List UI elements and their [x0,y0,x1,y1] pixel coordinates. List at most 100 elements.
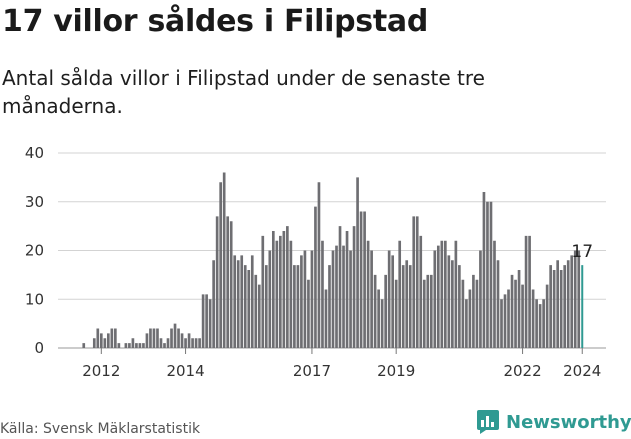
bar [496,260,500,348]
newsworthy-logo-icon [477,410,499,434]
bar [479,250,482,348]
bar [454,240,458,348]
y-tick-label: 10 [25,290,44,308]
bar [373,274,377,348]
y-tick-label: 40 [25,144,44,162]
bar [394,279,398,348]
bar [96,328,100,348]
y-tick-label: 0 [34,339,44,357]
bar [482,192,486,348]
bar [444,240,447,348]
bar [531,289,535,348]
bar [573,250,577,348]
bar [486,201,489,348]
bar [163,343,166,348]
bar [356,177,359,348]
bar [135,343,138,348]
bar [552,270,556,348]
bar [82,343,86,348]
highlight-value-label: 17 [571,242,593,262]
bar [208,299,212,348]
bar [110,328,114,348]
bar [556,260,560,348]
bar [570,255,574,348]
x-tick-label: 2012 [82,362,120,380]
bar-chart: 0 10 20 30 40 2012 2014 2017 2019 2022 2024 17 [25,144,606,380]
bar [177,328,180,348]
bar [493,240,496,348]
bar [415,216,419,348]
bar [317,182,321,348]
bar [293,265,296,348]
bar [243,265,247,348]
bar [191,338,194,348]
bar [542,299,545,348]
y-axis-ticks: 0 10 20 30 40 [25,144,44,357]
bar [328,265,331,348]
bar [240,255,244,348]
bar [233,255,237,348]
bar [352,226,356,348]
source-note: Källa: Svensk Mäklarstatistik [0,421,201,437]
bar [314,206,317,348]
bars [82,172,584,348]
bar [222,172,226,348]
bar [422,279,426,348]
bar [538,304,542,348]
bar [500,299,503,348]
bar [366,240,370,348]
bar [524,235,528,348]
x-tick-label: 2017 [293,362,331,380]
bar [226,216,230,348]
bar [124,343,128,348]
bar [429,274,433,348]
bar [152,328,156,348]
bar [436,245,440,348]
bar [370,250,373,348]
bar [128,343,131,348]
bar [447,255,451,348]
bar [465,299,468,348]
x-axis-ticks: 2012 2014 2017 2019 2022 2024 [82,348,601,380]
bar [106,333,110,348]
bar [142,343,145,348]
x-tick-label: 2019 [377,362,415,380]
bar [257,284,261,348]
bar [451,260,454,348]
bar [99,333,103,348]
bar [345,231,349,348]
bar [275,240,279,348]
bar [219,182,222,348]
bar [145,333,149,348]
bar [215,216,219,348]
bar [472,274,475,348]
bar [166,338,170,348]
bar [92,338,96,348]
bar [250,255,254,348]
bar [156,328,159,348]
bar [236,260,240,348]
bar [461,279,465,348]
bar [271,231,275,348]
bar [398,240,402,348]
bar [566,260,570,348]
bar [517,270,521,348]
bar [335,245,338,348]
brand-logo[interactable]: Newsworthy [476,408,631,436]
bar [138,343,142,348]
bar [300,255,303,348]
bar [401,265,405,348]
bar [180,333,184,348]
x-tick-label: 2014 [166,362,204,380]
bar [279,235,282,348]
bar [247,270,251,348]
bar [286,226,289,348]
chart-title: 17 villor såldes i Filipstad [2,4,429,39]
bar [514,279,517,348]
bar [433,250,437,348]
chart-subtitle: Antal sålda villor i Filipstad under de … [2,66,485,118]
bar [229,221,233,348]
bar [503,294,507,348]
bar [458,265,461,348]
bar [468,289,472,348]
